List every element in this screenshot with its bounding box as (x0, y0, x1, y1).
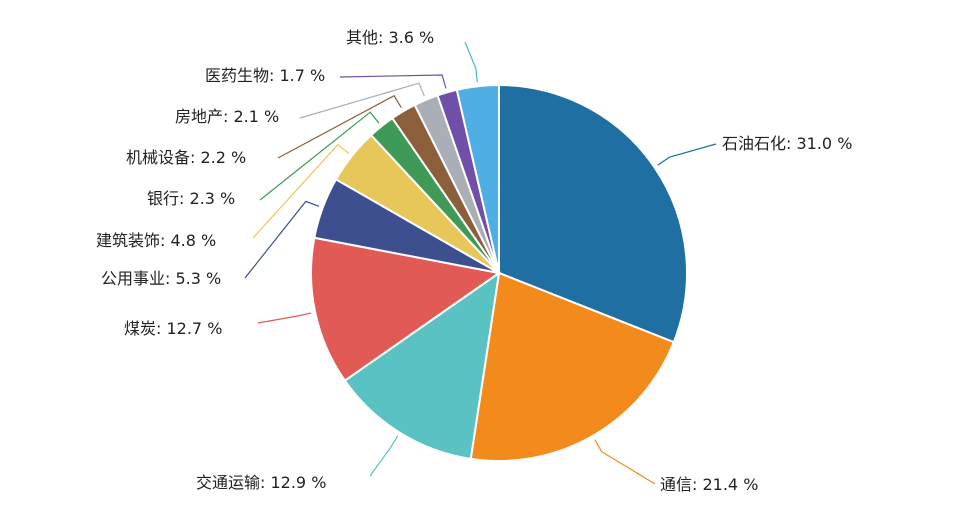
slice-label-9: 房地产: 2.1 % (175, 107, 279, 126)
slice-label-7: 银行: 2.3 % (147, 189, 235, 208)
pie-slice-11 (455, 83, 500, 274)
pie-slice-2 (469, 271, 676, 462)
leader-line-5 (244, 200, 320, 279)
leader-line-4 (257, 312, 312, 324)
slice-label-1: 石油石化: 31.0 % (722, 134, 852, 153)
leader-line-3 (369, 435, 399, 477)
leader-line-2 (594, 439, 656, 485)
leader-line-9 (299, 82, 425, 119)
slice-label-3: 交通运输: 12.9 % (196, 473, 326, 492)
slice-label-5: 公用事业: 5.3 % (101, 269, 221, 288)
slice-label-4: 煤炭: 12.7 % (124, 319, 222, 338)
leader-line-10 (339, 74, 447, 89)
leader-line-6 (252, 143, 350, 239)
pie-slice-4 (310, 236, 502, 383)
slice-label-2: 通信: 21.4 % (660, 475, 758, 494)
slice-label-6: 建筑装饰: 4.8 % (96, 231, 216, 250)
leader-line-7 (259, 111, 380, 201)
slice-label-10: 医药生物: 1.7 % (205, 66, 325, 85)
slice-label-8: 机械设备: 2.2 % (126, 148, 246, 167)
pie-slice-3 (343, 270, 501, 461)
leader-line-1 (657, 143, 717, 166)
slice-label-11: 其他: 3.6 % (346, 28, 434, 47)
leader-line-11 (464, 41, 478, 83)
leader-line-8 (277, 94, 402, 159)
pie-slice-1 (498, 83, 688, 344)
